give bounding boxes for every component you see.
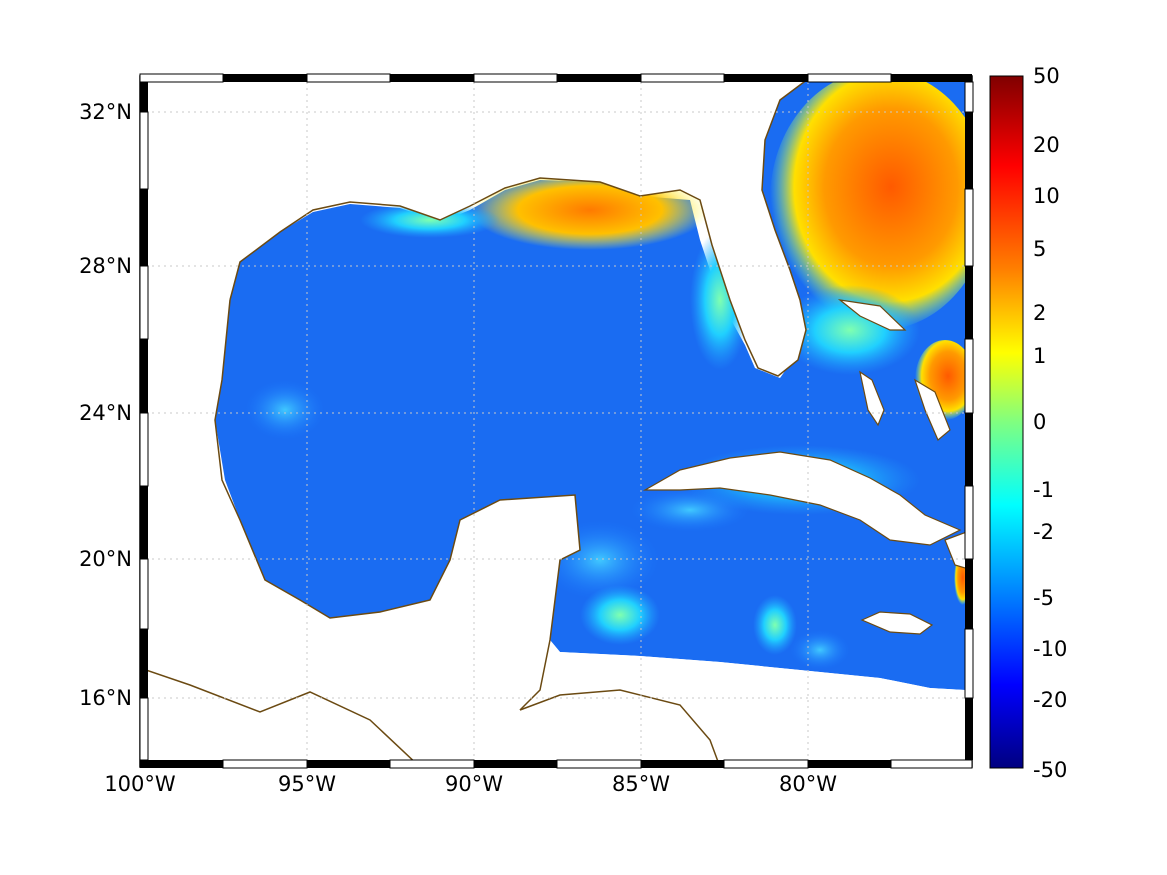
x-tick-label: 95°W xyxy=(278,772,336,796)
mexico-land xyxy=(140,300,965,767)
colorbar-tick-label: 5 xyxy=(1033,237,1046,261)
warm-eddy-5 xyxy=(790,630,850,670)
x-tick-label: 100°W xyxy=(104,772,176,796)
mexico-coastline xyxy=(214,299,581,711)
x-tick-label: 85°W xyxy=(612,772,670,796)
us-coastline xyxy=(229,76,813,377)
colorbar-tick-label: 10 xyxy=(1033,184,1060,208)
colorbar-tick-label: 50 xyxy=(1033,64,1060,88)
colorbar-tick-label: -50 xyxy=(1033,758,1067,782)
colorbar-tick-label: 2 xyxy=(1033,301,1046,325)
colorbar-tick-label: -2 xyxy=(1033,520,1054,544)
colorbar-tick-label: -10 xyxy=(1033,637,1067,661)
y-tick-label: 32°N xyxy=(79,100,132,124)
y-tick-label: 16°N xyxy=(79,686,132,710)
map-frame xyxy=(139,73,974,769)
central-america-coastline xyxy=(140,667,421,767)
bahamas-land-1 xyxy=(859,370,885,427)
atlantic-cyan xyxy=(780,285,920,375)
frame-left xyxy=(139,82,149,761)
x-axis-labels: 100°W 95°W 90°W 85°W 80°W xyxy=(104,772,837,796)
colorbar-tick-label: 20 xyxy=(1033,133,1060,157)
y-tick-label: 20°N xyxy=(79,547,132,571)
colorbar-tick-label: -1 xyxy=(1033,478,1054,502)
colorbar: 50 20 10 5 2 1 0 -1 -2 -5 -10 -20 -50 xyxy=(989,64,1067,782)
florida-land xyxy=(680,76,812,376)
bahamas-land-2 xyxy=(837,299,907,331)
colorbar-tick-label: 0 xyxy=(1033,410,1046,434)
colorbar-gradient xyxy=(989,75,1024,769)
frame-bottom xyxy=(140,759,973,769)
colorbar-tick-label: -20 xyxy=(1033,688,1067,712)
grid-lines xyxy=(140,76,972,767)
colorbar-tick-label: 1 xyxy=(1033,344,1046,368)
warm-eddy-4 xyxy=(753,595,797,655)
y-axis-labels: 32°N 28°N 24°N 20°N 16°N xyxy=(79,100,132,710)
bahamas-land-3 xyxy=(913,378,951,441)
y-tick-label: 28°N xyxy=(79,254,132,278)
anomaly-field xyxy=(140,76,972,767)
us-gulf-coast-land xyxy=(140,76,680,300)
warm-eddy-3 xyxy=(580,585,660,645)
frame-top xyxy=(139,73,972,83)
colorbar-labels: 50 20 10 5 2 1 0 -1 -2 -5 -10 -20 -50 xyxy=(1033,64,1067,782)
warm-eddy-1 xyxy=(245,380,325,440)
jamaica-land xyxy=(860,611,934,635)
x-tick-label: 90°W xyxy=(445,772,503,796)
cuba-land xyxy=(642,451,962,546)
frame-right xyxy=(964,81,974,760)
north-gulf-halo xyxy=(360,202,500,238)
y-tick-label: 24°N xyxy=(79,401,132,425)
x-tick-label: 80°W xyxy=(779,772,837,796)
colorbar-tick-label: -5 xyxy=(1033,586,1054,610)
